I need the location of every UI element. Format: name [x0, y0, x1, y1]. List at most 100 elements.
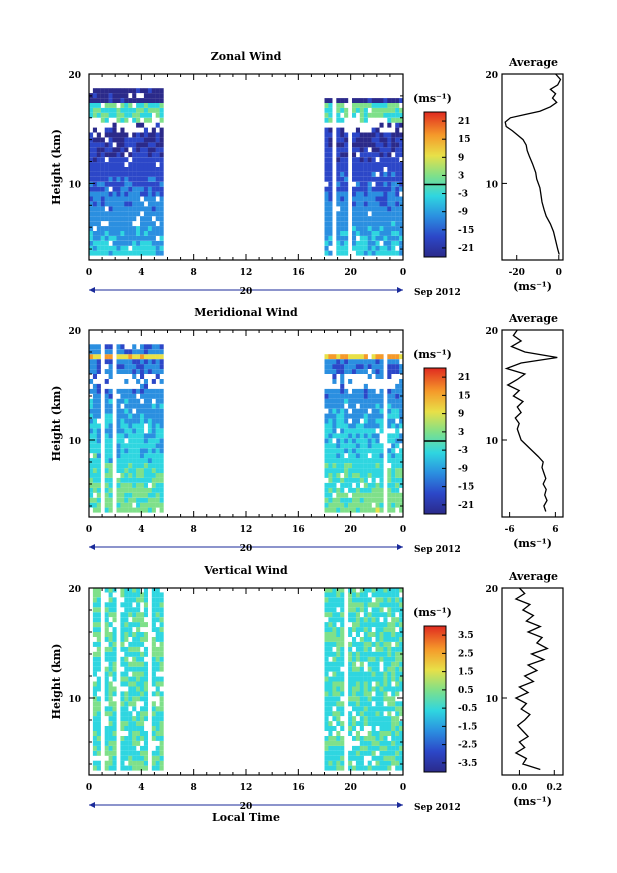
heatmap-cell — [328, 681, 333, 687]
heatmap-cell — [363, 408, 368, 414]
heatmap-cell — [124, 191, 129, 197]
heatmap-cell — [159, 711, 164, 717]
heatmap-cell — [159, 221, 164, 227]
heatmap-cell — [112, 226, 117, 231]
heatmap-cell — [332, 632, 337, 637]
heatmap-cell — [363, 740, 368, 746]
heatmap-cell — [344, 147, 349, 153]
heatmap-cell — [108, 622, 113, 628]
heatmap-cell — [383, 602, 388, 608]
heatmap-cell — [159, 369, 164, 374]
heatmap-cell — [371, 403, 376, 409]
heatmap-cell — [395, 398, 400, 404]
heatmap-cell — [367, 745, 372, 751]
heatmap-cell — [328, 468, 333, 473]
heatmap-cell — [124, 706, 129, 712]
heatmap-cell — [395, 622, 400, 628]
heatmap-cell — [143, 107, 148, 113]
heatmap-cell — [363, 711, 368, 717]
heatmap-cell — [92, 147, 97, 153]
heatmap-cell — [324, 632, 329, 637]
heatmap-cell — [379, 622, 384, 628]
heatmap-cell — [151, 661, 156, 667]
heatmap-cell — [96, 423, 101, 429]
heatmap-cell — [363, 98, 368, 103]
heatmap-cell — [112, 216, 117, 222]
heatmap-cell — [395, 167, 400, 172]
heatmap-cell — [140, 671, 145, 677]
heatmap-cell — [124, 186, 129, 192]
heatmap-cell — [359, 641, 364, 647]
heatmap-cell — [155, 458, 160, 463]
heatmap-cell — [132, 201, 137, 207]
heatmap-cell — [143, 216, 148, 222]
colorbar-tick-label: -3.5 — [458, 759, 477, 769]
heatmap-cell — [147, 413, 152, 419]
heatmap-cell — [120, 231, 125, 236]
heatmap-cell — [328, 731, 333, 736]
heatmap-cell — [159, 473, 164, 478]
heatmap-cell — [136, 364, 141, 369]
heatmap-cell — [363, 497, 368, 503]
heatmap-cell — [387, 492, 392, 498]
heatmap-cell — [375, 482, 380, 488]
heatmap-cell — [128, 686, 133, 692]
heatmap-cell — [336, 681, 341, 687]
heatmap-cell — [367, 364, 372, 369]
heatmap-cell — [348, 453, 353, 459]
heatmap-cell — [379, 587, 384, 593]
heatmap-cell — [359, 755, 364, 761]
heatmap-cell — [120, 492, 125, 498]
heatmap-cell — [92, 587, 97, 593]
heatmap-cell — [367, 651, 372, 657]
heatmap-cell — [136, 448, 141, 454]
heatmap-cell — [348, 364, 353, 369]
heatmap-cell — [395, 231, 400, 236]
heatmap-cell — [100, 226, 105, 231]
heatmap-cell — [136, 354, 141, 360]
heatmap-cell — [108, 587, 113, 593]
heatmap-cell — [140, 482, 145, 488]
heatmap-cell — [143, 359, 148, 365]
heatmap-cell — [96, 142, 101, 148]
heatmap-cell — [352, 492, 357, 498]
heatmap-cell — [128, 88, 133, 94]
heatmap-cell — [128, 760, 133, 766]
heatmap-cell — [147, 201, 152, 207]
heatmap-cell — [336, 691, 341, 697]
heatmap-cell — [136, 176, 141, 182]
heatmap-cell — [371, 731, 376, 736]
heatmap-cell — [92, 453, 97, 459]
heatmap-cell — [336, 676, 341, 682]
heatmap-cell — [375, 250, 380, 256]
heatmap-cell — [383, 676, 388, 682]
heatmap-cell — [140, 112, 145, 118]
heatmap-cell — [324, 117, 329, 123]
heatmap-cell — [159, 349, 164, 355]
heatmap-cell — [359, 403, 364, 409]
heatmap-cell — [375, 632, 380, 637]
heatmap-cell — [108, 438, 113, 444]
heatmap-cell — [332, 656, 337, 662]
heatmap-cell — [363, 487, 368, 493]
heatmap-cell — [159, 676, 164, 682]
heatmap-cell — [124, 602, 129, 608]
heatmap-cell — [104, 152, 109, 158]
heatmap-cell — [124, 592, 129, 598]
heatmap-cell — [124, 137, 129, 143]
heatmap-cell — [332, 458, 337, 463]
heatmap-cell — [328, 448, 333, 454]
heatmap-cell — [399, 379, 404, 384]
heatmap-cell — [352, 587, 357, 593]
heatmap-cell — [159, 701, 164, 707]
heatmap-cell — [159, 622, 164, 628]
heatmap-cell — [159, 191, 164, 197]
heatmap-cell — [151, 403, 156, 409]
heatmap-cell — [128, 443, 133, 449]
heatmap-cell — [371, 487, 376, 493]
heatmap-cell — [128, 646, 133, 652]
heatmap-cell — [124, 221, 129, 227]
heatmap-cell — [387, 112, 392, 118]
heatmap-cell — [340, 186, 345, 192]
heatmap-cell — [383, 755, 388, 761]
